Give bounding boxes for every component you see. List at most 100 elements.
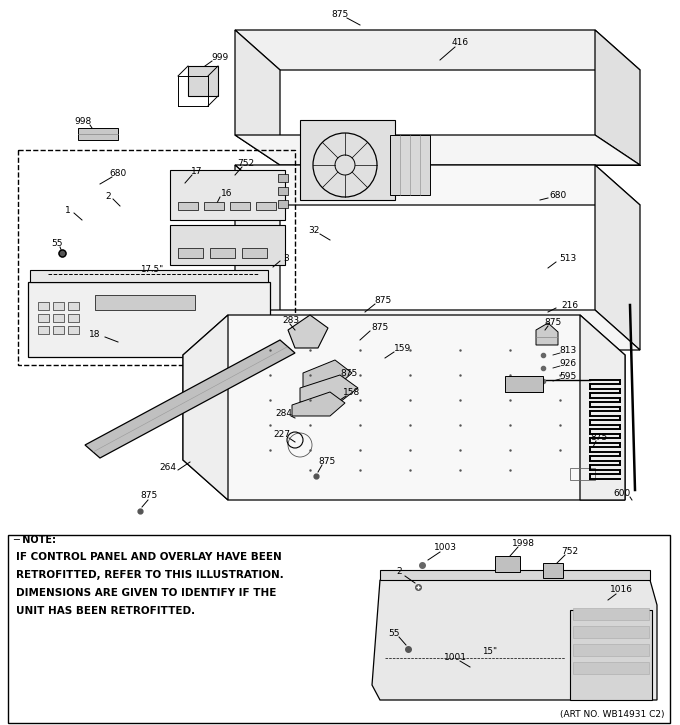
Bar: [505, 376, 543, 392]
Bar: [210, 248, 235, 258]
Bar: [204, 202, 224, 210]
Text: 3: 3: [283, 254, 289, 262]
Text: 2: 2: [105, 191, 111, 201]
Text: 1: 1: [65, 205, 71, 215]
Bar: [573, 662, 649, 674]
Text: 18: 18: [89, 329, 101, 339]
Polygon shape: [495, 556, 520, 572]
Text: 1003: 1003: [434, 544, 456, 552]
Text: 32: 32: [308, 225, 320, 234]
Text: 875: 875: [318, 457, 336, 465]
Text: ─ NOTE:: ─ NOTE:: [13, 535, 56, 545]
Polygon shape: [390, 135, 430, 195]
Polygon shape: [380, 570, 650, 580]
Bar: [53, 326, 64, 334]
Text: 55: 55: [51, 239, 63, 247]
Text: 17: 17: [191, 167, 203, 175]
Text: 17.5": 17.5": [140, 265, 164, 273]
Polygon shape: [235, 165, 280, 350]
Text: 752: 752: [562, 547, 579, 555]
Text: 264: 264: [160, 463, 177, 471]
Text: 1001: 1001: [443, 652, 466, 661]
Text: 158: 158: [343, 387, 360, 397]
Bar: [278, 200, 288, 208]
Polygon shape: [183, 315, 625, 500]
Bar: [68, 314, 79, 322]
Text: 875: 875: [140, 492, 158, 500]
Bar: [570, 468, 595, 480]
Bar: [230, 202, 250, 210]
Text: 216: 216: [562, 300, 579, 310]
Text: 16: 16: [221, 188, 233, 197]
Bar: [53, 302, 64, 310]
Polygon shape: [292, 392, 345, 416]
Bar: [242, 248, 267, 258]
Bar: [256, 202, 276, 210]
Polygon shape: [372, 580, 657, 700]
Polygon shape: [288, 315, 328, 348]
Text: 2: 2: [396, 568, 402, 576]
Polygon shape: [78, 128, 118, 140]
Text: UNIT HAS BEEN RETROFITTED.: UNIT HAS BEEN RETROFITTED.: [16, 606, 195, 616]
Text: 998: 998: [74, 117, 92, 125]
Bar: [68, 302, 79, 310]
Bar: [8, 535, 670, 723]
Text: 15": 15": [482, 647, 498, 657]
Text: 55: 55: [388, 629, 400, 637]
Text: 680: 680: [109, 168, 126, 178]
Text: 283: 283: [282, 315, 300, 325]
Text: 875: 875: [545, 318, 562, 326]
Bar: [95, 295, 195, 310]
Bar: [278, 174, 288, 182]
Text: RETROFITTED, REFER TO THIS ILLUSTRATION.: RETROFITTED, REFER TO THIS ILLUSTRATION.: [16, 570, 284, 580]
Polygon shape: [235, 135, 640, 165]
Text: 159: 159: [394, 344, 411, 352]
Text: 875: 875: [590, 433, 608, 442]
Text: 926: 926: [560, 358, 577, 368]
Polygon shape: [28, 282, 270, 357]
Text: IF CONTROL PANEL AND OVERLAY HAVE BEEN: IF CONTROL PANEL AND OVERLAY HAVE BEEN: [16, 552, 282, 562]
Bar: [38, 302, 49, 310]
Text: 513: 513: [560, 254, 577, 262]
Text: 875: 875: [375, 296, 392, 304]
Bar: [178, 248, 203, 258]
Bar: [573, 626, 649, 638]
Text: (ART NO. WB14931 C2): (ART NO. WB14931 C2): [560, 710, 665, 719]
Bar: [278, 187, 288, 195]
Text: 875: 875: [371, 323, 389, 331]
Bar: [178, 202, 198, 210]
Bar: [53, 314, 64, 322]
Polygon shape: [536, 323, 558, 345]
Polygon shape: [580, 315, 625, 500]
Polygon shape: [183, 315, 228, 500]
Bar: [573, 608, 649, 620]
Polygon shape: [170, 170, 285, 220]
Text: 1016: 1016: [609, 586, 632, 594]
Polygon shape: [170, 225, 285, 265]
Polygon shape: [85, 340, 295, 458]
Polygon shape: [188, 66, 218, 96]
Text: 999: 999: [211, 52, 228, 62]
Bar: [38, 326, 49, 334]
Text: 680: 680: [549, 191, 566, 199]
Polygon shape: [303, 360, 352, 388]
Text: 752: 752: [237, 159, 254, 167]
Polygon shape: [235, 30, 280, 165]
Bar: [570, 610, 652, 700]
Bar: [68, 326, 79, 334]
Polygon shape: [543, 563, 563, 578]
Polygon shape: [595, 30, 640, 165]
Polygon shape: [595, 165, 640, 350]
Text: 875: 875: [331, 9, 349, 19]
Text: 416: 416: [452, 38, 469, 46]
Text: 1998: 1998: [511, 539, 534, 547]
Bar: [573, 644, 649, 656]
Polygon shape: [300, 375, 358, 402]
Polygon shape: [300, 120, 395, 200]
Polygon shape: [235, 30, 640, 70]
Bar: [38, 314, 49, 322]
Polygon shape: [235, 165, 640, 205]
Polygon shape: [30, 270, 268, 282]
Text: 227: 227: [273, 429, 290, 439]
Text: 284: 284: [275, 408, 292, 418]
